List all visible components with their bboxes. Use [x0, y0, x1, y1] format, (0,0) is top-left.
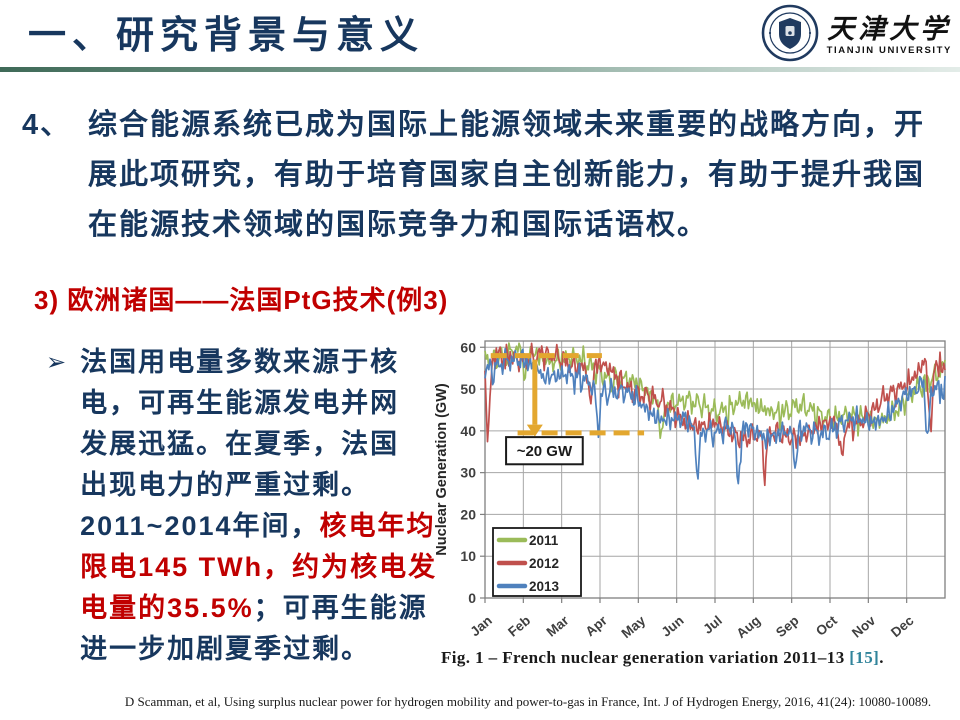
- page-title: 一、研究背景与意义: [28, 15, 425, 57]
- text-segment: 发展迅猛。在夏季，法国: [80, 429, 400, 459]
- university-seal-icon: [760, 3, 820, 68]
- text-segment: Fig. 1 – French nuclear generation varia…: [441, 648, 850, 667]
- paragraph-number: 4、: [22, 109, 72, 141]
- svg-text:2012: 2012: [529, 556, 559, 571]
- svg-text:Mar: Mar: [544, 612, 573, 639]
- logo-name-english: TIANJIN UNIVERSITY: [826, 44, 952, 56]
- figure-caption: Fig. 1 – French nuclear generation varia…: [441, 648, 956, 668]
- svg-text:Jul: Jul: [700, 613, 725, 637]
- paragraph-text: 综合能源系统已成为国际上能源领域未来重要的战略方向，开 展此项研究，有助于培育国家…: [88, 100, 925, 250]
- text-segment: [15]: [849, 648, 880, 667]
- university-logo: 天津大学 TIANJIN UNIVERSITY: [760, 3, 952, 68]
- text-segment: 进一步加剧夏季过剩。: [80, 634, 371, 664]
- svg-text:40: 40: [460, 423, 476, 439]
- text-segment: 限电145 TWh，约为核电发: [80, 552, 438, 582]
- section-subtitle: 3) 欧洲诸国——法国PtG技术(例3): [34, 285, 449, 315]
- svg-text:2013: 2013: [529, 579, 560, 594]
- svg-text:50: 50: [460, 381, 476, 397]
- svg-text:30: 30: [460, 465, 476, 481]
- text-segment: 电量的35.5%: [80, 593, 254, 623]
- text-segment: 综合能源系统已成为国际上能源领域未来重要的战略方向，开: [88, 109, 926, 141]
- text-segment: ；可再生能源: [253, 593, 428, 623]
- text-segment: .: [879, 648, 884, 667]
- nuclear-generation-chart: 0 10 20 30 40 50 60 Jan Feb Mar Apr May Jun Jul Aug Sep…: [433, 326, 960, 642]
- svg-text:Jun: Jun: [659, 613, 687, 640]
- svg-text:0: 0: [468, 590, 476, 606]
- svg-text:Oct: Oct: [813, 612, 840, 638]
- svg-text:2011: 2011: [529, 533, 559, 548]
- text-segment: 在能源技术领域的国际竞争力和国际话语权。: [88, 209, 709, 241]
- svg-text:Jan: Jan: [467, 613, 494, 639]
- bullet-text: 法国用电量多数来源于核 电，可再生能源发电并网 发展迅猛。在夏季，法国 出现电力的严重…: [80, 342, 437, 670]
- text-segment: 电，可再生能源发电并网: [80, 388, 400, 418]
- text-segment: 展此项研究，有助于培育国家自主创新能力，有助于提升我国: [88, 159, 926, 191]
- svg-text:Nuclear Generation (GW): Nuclear Generation (GW): [434, 383, 450, 556]
- svg-text:Sep: Sep: [773, 613, 802, 640]
- svg-text:Apr: Apr: [582, 612, 610, 639]
- logo-text: 天津大学 TIANJIN UNIVERSITY: [826, 13, 952, 56]
- chart-svg: 0 10 20 30 40 50 60 Jan Feb Mar Apr May Jun Jul Aug Sep…: [434, 339, 946, 641]
- svg-text:Feb: Feb: [505, 613, 533, 640]
- text-segment: 法国用电量多数来源于核: [80, 347, 400, 377]
- header-divider: [0, 67, 960, 72]
- logo-name-chinese: 天津大学: [827, 13, 952, 44]
- svg-text:Nov: Nov: [849, 612, 879, 640]
- text-segment: 2011~2014年间，: [80, 511, 320, 541]
- bullet-arrow-icon: ➢: [46, 349, 69, 376]
- svg-text:~20 GW: ~20 GW: [517, 443, 573, 460]
- footer-citation: D Scamman, et al, Using surplus nuclear …: [124, 694, 932, 709]
- svg-text:60: 60: [460, 339, 476, 355]
- svg-text:10: 10: [460, 548, 476, 564]
- text-segment: 核电年均: [319, 511, 436, 541]
- svg-text:Aug: Aug: [734, 613, 764, 641]
- svg-text:May: May: [618, 612, 648, 641]
- svg-text:Dec: Dec: [888, 612, 917, 640]
- body-paragraph: 4、 综合能源系统已成为国际上能源领域未来重要的战略方向，开 展此项研究，有助于培…: [22, 100, 925, 250]
- svg-text:20: 20: [460, 506, 476, 522]
- bullet-item: ➢ 法国用电量多数来源于核 电，可再生能源发电并网 发展迅猛。在夏季，法国 出现电力的…: [46, 342, 437, 670]
- text-segment: 出现电力的严重过剩。: [80, 470, 371, 500]
